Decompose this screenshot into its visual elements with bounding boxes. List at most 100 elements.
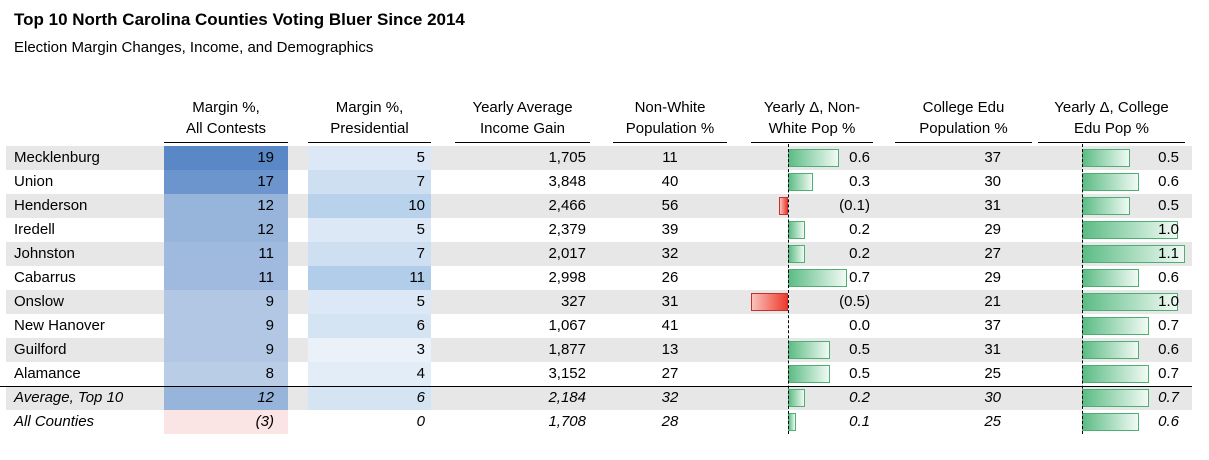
cell-value: 9: [265, 293, 274, 310]
cell-value: (3): [255, 413, 274, 430]
cell-value: 1,705: [548, 149, 586, 166]
cell-value: 1,067: [548, 317, 586, 334]
cell-value: 25: [984, 365, 1001, 382]
column-header-label: Presidential: [330, 120, 409, 137]
cell-d_college: 0.6: [1038, 170, 1185, 194]
column-header-label: College Edu: [922, 99, 1005, 116]
cell-margin_pres: 3: [308, 338, 431, 362]
cell-d_nonwhite: 0.5: [751, 362, 873, 386]
column-header-label: Margin %,: [192, 99, 260, 116]
cell-value: 30: [984, 173, 1001, 190]
cell-value: 0.0: [849, 317, 870, 334]
cell-value: 3: [416, 341, 425, 358]
cell-county: Average, Top 10: [14, 386, 160, 410]
report-subtitle: Election Margin Changes, Income, and Dem…: [14, 39, 374, 56]
cell-d_nonwhite: 0.5: [751, 338, 873, 362]
delta-bar: [1082, 196, 1130, 215]
cell-value: 32: [661, 389, 679, 406]
cell-college: 37: [895, 314, 1032, 338]
cell-value: 21: [984, 293, 1001, 310]
cell-value: 5: [416, 293, 425, 310]
cell-value: 7: [416, 245, 425, 262]
cell-nonwhite: 31: [613, 290, 727, 314]
cell-value: 0.7: [1158, 317, 1179, 334]
cell-income: 1,067: [455, 314, 590, 338]
cell-value: 12: [257, 221, 274, 238]
cell-value: 2,998: [548, 269, 586, 286]
cell-value: 1.1: [1158, 245, 1179, 262]
cell-d_college: 1.0: [1038, 290, 1185, 314]
cell-value: 0.2: [849, 245, 870, 262]
delta-bar: [787, 172, 814, 191]
cell-county: Mecklenburg: [14, 146, 160, 170]
cell-margin_pres: 5: [308, 290, 431, 314]
cell-margin_all: 8: [164, 362, 288, 386]
cell-margin_all: 12: [164, 386, 288, 410]
cell-county: Cabarrus: [14, 266, 160, 290]
cell-d_nonwhite: (0.1): [751, 194, 873, 218]
cell-income: 1,705: [455, 146, 590, 170]
column-header-d_college: Yearly Δ, College Edu Pop %: [1038, 92, 1185, 143]
delta-bar: [1082, 172, 1140, 191]
cell-income: 1,877: [455, 338, 590, 362]
cell-college: 29: [895, 266, 1032, 290]
cell-value: 12: [257, 389, 274, 406]
cell-value: 0.6: [849, 149, 870, 166]
cell-d_nonwhite: (0.5): [751, 290, 873, 314]
cell-value: 25: [984, 413, 1001, 430]
table-row: Guilford 9 3 1,877 13 0.5 31 0.6: [0, 338, 1209, 362]
cell-value: 8: [265, 365, 274, 382]
cell-margin_pres: 6: [308, 386, 431, 410]
county-label: Henderson: [14, 197, 88, 214]
cell-value: 5: [416, 149, 425, 166]
cell-margin_all: 9: [164, 314, 288, 338]
cell-college: 29: [895, 218, 1032, 242]
cell-value: 29: [984, 269, 1001, 286]
cell-margin_pres: 0: [308, 410, 431, 434]
cell-value: 0.7: [1158, 389, 1179, 406]
cell-county: Johnston: [14, 242, 160, 266]
table-row: Henderson 12 10 2,466 56 (0.1) 31 0.5: [0, 194, 1209, 218]
county-label: Iredell: [14, 221, 55, 238]
cell-d_nonwhite: 0.1: [751, 410, 873, 434]
cell-county: All Counties: [14, 410, 160, 434]
cell-d_college: 0.7: [1038, 362, 1185, 386]
cell-value: 13: [661, 341, 679, 358]
cell-value: 11: [409, 269, 425, 286]
cell-value: 0.5: [849, 341, 870, 358]
delta-bar: [787, 340, 831, 359]
cell-value: 26: [661, 269, 679, 286]
cell-college: 27: [895, 242, 1032, 266]
cell-nonwhite: 28: [613, 410, 727, 434]
cell-value: 11: [258, 245, 274, 262]
delta-bar: [1082, 340, 1140, 359]
cell-value: 41: [661, 317, 679, 334]
cell-margin_all: 9: [164, 290, 288, 314]
cell-income: 2,379: [455, 218, 590, 242]
cell-value: 0.1: [849, 413, 870, 430]
cell-value: 3,152: [548, 365, 586, 382]
cell-county: Union: [14, 170, 160, 194]
axis-line-d_nonwhite: [787, 144, 789, 434]
cell-value: 0.2: [849, 221, 870, 238]
cell-value: 1,877: [548, 341, 586, 358]
county-label: New Hanover: [14, 317, 105, 334]
cell-margin_all: 19: [164, 146, 288, 170]
cell-d_nonwhite: 0.2: [751, 386, 873, 410]
cell-college: 30: [895, 170, 1032, 194]
cell-margin_all: 12: [164, 218, 288, 242]
cell-value: 11: [662, 149, 678, 166]
cell-value: 0.6: [1158, 173, 1179, 190]
cell-margin_pres: 5: [308, 146, 431, 170]
cell-nonwhite: 32: [613, 386, 727, 410]
county-label: Cabarrus: [14, 269, 76, 286]
county-label: Onslow: [14, 293, 65, 310]
cell-d_college: 0.5: [1038, 194, 1185, 218]
cell-value: 6: [416, 317, 425, 334]
cell-nonwhite: 39: [613, 218, 727, 242]
cell-nonwhite: 40: [613, 170, 727, 194]
cell-value: 0.5: [849, 365, 870, 382]
county-label: Guilford: [14, 341, 67, 358]
column-header-label: Population %: [625, 120, 715, 137]
cell-value: 27: [661, 365, 679, 382]
